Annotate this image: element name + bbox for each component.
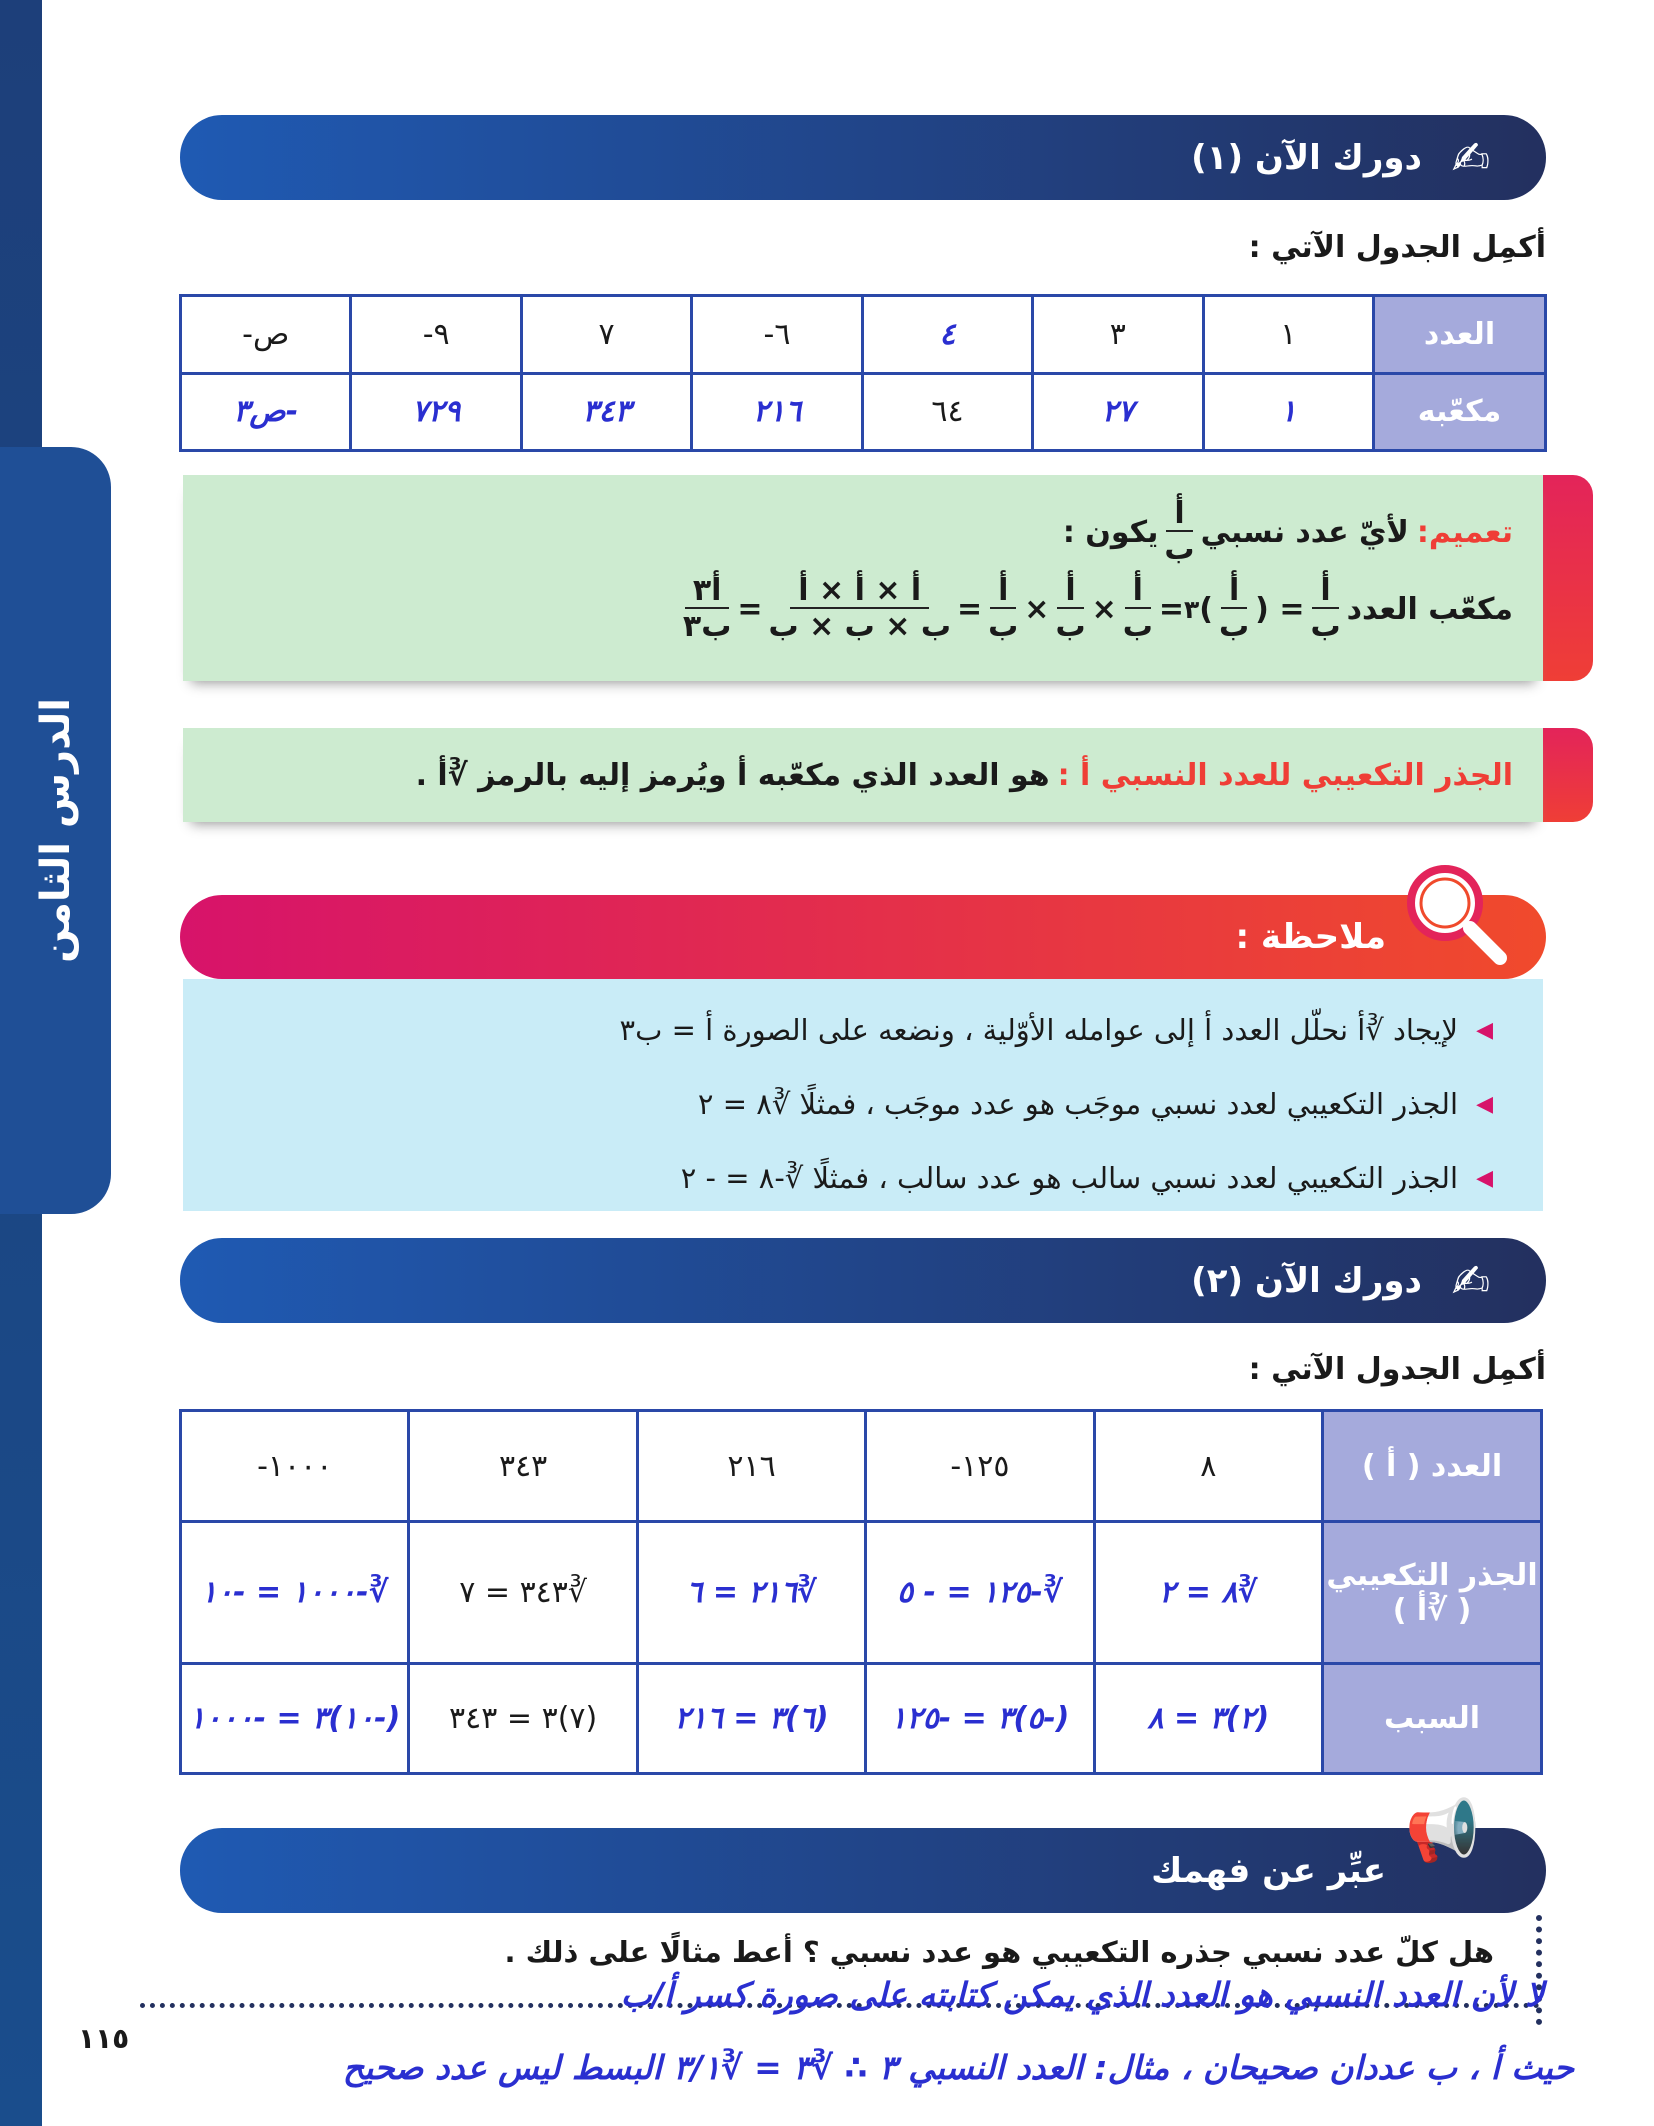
generalization-text: لأيّ عدد نسبي <box>1200 515 1409 550</box>
table-row: العدد ( ﺃ ) ٨ ١٢٥- ٢١٦ ٣٤٣ ١٠٠٠- <box>178 1409 1543 1523</box>
row-header: الجذر التكعيبي ( ∛ﺃ ) <box>1321 1520 1543 1665</box>
row-header: العدد <box>1372 294 1547 375</box>
cell: ٦٤ <box>860 371 1035 452</box>
handwritten-answer-line2: حيث ﺃ ، ب عددان صحيحان ، مثال: العدد الن… <box>342 2048 1574 2087</box>
cell: ٣ <box>1031 294 1205 375</box>
section3-banner: عبِّر عن فهمك <box>180 1828 1546 1913</box>
cell: ∛٣٤٣ = ٧ <box>407 1520 639 1665</box>
cell: ٣٤٣ <box>407 1409 639 1523</box>
writing-hand-icon: ✍ <box>1451 130 1491 185</box>
dotted-divider <box>1536 1915 1542 2025</box>
generalization-tail: يكون : <box>1062 515 1159 550</box>
cell: ٨ <box>1092 1409 1325 1523</box>
row-header: العدد ( ﺃ ) <box>1321 1409 1543 1523</box>
row-header: السبب <box>1321 1662 1543 1775</box>
cell-handwritten: (-١٠)٣ = -١٠٠٠ <box>178 1662 411 1775</box>
cell: (٧)٣ = ٣٤٣ <box>407 1662 639 1775</box>
magnifier-icon <box>1407 865 1507 965</box>
cell: ١ <box>1201 294 1376 375</box>
megaphone-icon: 📢 <box>1405 1796 1480 1866</box>
bullet-triangle-icon: ◀ <box>1476 1017 1493 1043</box>
section2-title: دورك الآن (٢) <box>1191 1260 1422 1301</box>
definition-box: الجذر التكعيبي للعدد النسبي ﺃ : هو العدد… <box>183 728 1543 822</box>
answer-line <box>140 2003 1540 2008</box>
section1-title: دورك الآن (١) <box>1191 137 1422 178</box>
generalization-label: تعميم: <box>1416 515 1513 550</box>
section1-banner: ✍ دورك الآن (١) <box>180 115 1546 200</box>
cell-handwritten: ٧٢٩ <box>349 371 523 452</box>
cell: ٧ <box>519 294 694 375</box>
cell-handwritten: -ص٣ <box>178 371 353 452</box>
note-item: ◀ الجذر التكعيبي لعدد نسبي سالب هو عدد سا… <box>680 1161 1493 1195</box>
cell: ١٢٥- <box>864 1409 1096 1523</box>
cell-handwritten: ٢٧ <box>1031 371 1205 452</box>
definition-label: الجذر التكعيبي للعدد النسبي ﺃ : <box>1057 757 1513 793</box>
cell-handwritten: ٣٤٣ <box>519 371 694 452</box>
table-row: السبب (٢)٣ = ٨ (-٥)٣ = -١٢٥ (٦)٣ = ٢١٦ (… <box>178 1662 1543 1775</box>
definition-text: هو العدد الذي مكعّبه ﺃ ويُرمز إليه بالرم… <box>415 757 1050 793</box>
lesson-side-tab: الدرس الثامن <box>0 447 111 1214</box>
page-number: ١١٥ <box>78 2022 130 2055</box>
cell-handwritten: (-٥)٣ = -١٢٥ <box>864 1662 1096 1775</box>
cell-handwritten: ∛٨ = ٢ <box>1092 1520 1325 1665</box>
cubes-table: العدد ١ ٣ ٤ ٦- ٧ ٩- ص- مكعّبه ١ ٢٧ ٦٤ ٢١… <box>178 294 1547 452</box>
row-header: مكعّبه <box>1372 371 1547 452</box>
cell: ٩- <box>349 294 523 375</box>
cell: ١٠٠٠- <box>178 1409 411 1523</box>
bullet-triangle-icon: ◀ <box>1476 1091 1493 1117</box>
table-row: مكعّبه ١ ٢٧ ٦٤ ٢١٦ ٣٤٣ ٧٢٩ -ص٣ <box>178 371 1547 452</box>
cell-handwritten: ∛-١٢٥ = - ٥ <box>864 1520 1096 1665</box>
note-title: ملاحظة : <box>1235 917 1386 957</box>
bullet-triangle-icon: ◀ <box>1476 1165 1493 1191</box>
cell-handwritten: ∛٢١٦ = ٦ <box>635 1520 868 1665</box>
section3-title: عبِّر عن فهمك <box>1151 1850 1386 1891</box>
cell-handwritten: ١ <box>1201 371 1376 452</box>
cell-handwritten: ∛-١٠٠٠ = -١٠ <box>178 1520 411 1665</box>
note-banner: ملاحظة : <box>180 895 1546 979</box>
note-item: ◀ لإيجاد ∛ﺃ نحلّل العدد ﺃ إلى عوامله الأو… <box>619 1013 1493 1047</box>
cube-roots-table: العدد ( ﺃ ) ٨ ١٢٥- ٢١٦ ٣٤٣ ١٠٠٠- الجذر ا… <box>178 1409 1543 1775</box>
cell-handwritten: ٢١٦ <box>690 371 864 452</box>
handwritten-answer-line1: لا لأن العدد النسبي هو العدد الذي يمكن ك… <box>620 1975 1544 2014</box>
note-item: ◀ الجذر التكعيبي لعدد نسبي موجَب هو عدد م… <box>697 1087 1493 1121</box>
note-body: ◀ لإيجاد ∛ﺃ نحلّل العدد ﺃ إلى عوامله الأو… <box>183 979 1543 1211</box>
section2-banner: ✍ دورك الآن (٢) <box>180 1238 1546 1323</box>
cell: ٦- <box>690 294 864 375</box>
table-row: العدد ١ ٣ ٤ ٦- ٧ ٩- ص- <box>178 294 1547 375</box>
writing-hand-icon: ✍ <box>1451 1253 1491 1308</box>
cell-handwritten: ٤ <box>860 294 1035 375</box>
section1-instruction: أكمِل الجدول الآتي : <box>1248 230 1546 265</box>
table-row: الجذر التكعيبي ( ∛ﺃ ) ∛٨ = ٢ ∛-١٢٥ = - ٥… <box>178 1520 1543 1665</box>
formula-label: مكعّب العدد <box>1346 592 1513 627</box>
cell-handwritten: (٦)٣ = ٢١٦ <box>635 1662 868 1775</box>
cell: ص- <box>178 294 353 375</box>
cell: ٢١٦ <box>635 1409 868 1523</box>
cell-handwritten: (٢)٣ = ٨ <box>1092 1662 1325 1775</box>
accent-strip <box>1543 728 1593 822</box>
lesson-label: الدرس الثامن <box>32 698 79 963</box>
section2-instruction: أكمِل الجدول الآتي : <box>1248 1352 1546 1387</box>
section3-question: هل كلّ عدد نسبي جذره التكعيبي هو عدد نسب… <box>504 1935 1494 1969</box>
accent-strip <box>1543 475 1593 681</box>
